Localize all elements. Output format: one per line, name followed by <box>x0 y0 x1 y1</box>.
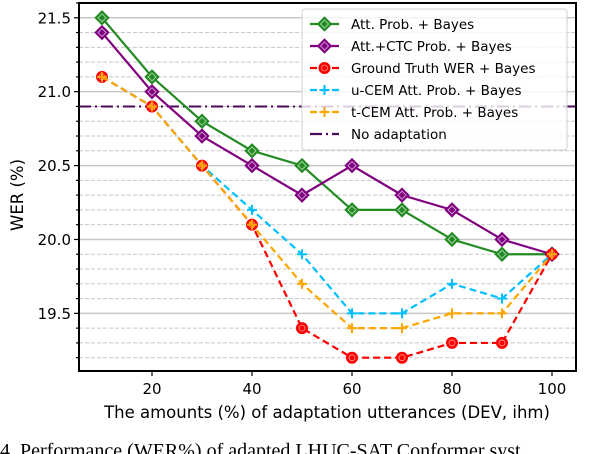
data-point-marker <box>244 157 260 174</box>
data-point-marker-inner <box>197 116 207 126</box>
legend-box <box>301 8 568 151</box>
data-point-marker-inner <box>347 161 357 171</box>
data-point-marker-inner <box>347 205 357 215</box>
series-line <box>101 31 553 256</box>
series-line <box>101 17 552 256</box>
series-line <box>101 75 553 359</box>
y-tick-label: 20.5 <box>38 157 71 175</box>
legend-label: u-CEM Att. Prob. + Bayes <box>351 83 522 99</box>
data-point-marker-inner <box>448 339 456 347</box>
legend-label: No adaptation <box>351 127 447 143</box>
data-point-marker-inner <box>498 339 506 347</box>
x-tick-label: 100 <box>538 380 567 398</box>
x-tick-label: 80 <box>442 380 461 398</box>
x-tick-label: 60 <box>342 380 361 398</box>
data-point-marker-inner <box>397 190 407 200</box>
data-point-marker <box>444 202 460 218</box>
data-point-marker <box>394 187 410 203</box>
x-tick-label: 40 <box>242 380 261 398</box>
data-point-marker-inner <box>247 161 257 171</box>
legend-label: Ground Truth WER + Bayes <box>351 61 535 77</box>
data-point-marker <box>494 231 510 248</box>
legend-item: Ground Truth WER + Bayes <box>310 61 535 77</box>
data-point-marker-inner <box>247 146 257 156</box>
data-point-marker <box>194 128 210 144</box>
x-axis-label: The amounts (%) of adaptation utterances… <box>103 403 550 422</box>
legend-marker-inner <box>319 19 330 29</box>
legend: Att. Prob. + Bayes Att.+CTC Prob. + Bayes… <box>301 8 568 151</box>
legend-item: No adaptation <box>310 127 447 143</box>
wer-line-chart: 20 40 60 80 100 19.5 20.0 20.5 21.0 21.5 The amo… <box>8 2 577 422</box>
data-point-marker <box>194 113 210 129</box>
data-point-marker-inner <box>397 205 407 215</box>
data-point-marker <box>444 231 460 248</box>
y-tick-label: 21.0 <box>38 83 71 101</box>
legend-label: Att. Prob. + Bayes <box>351 17 474 33</box>
series-line <box>101 75 553 330</box>
y-tick-label: 19.5 <box>38 305 71 323</box>
data-point-marker <box>344 202 360 218</box>
series-att-prob-bayes <box>94 10 560 262</box>
data-point-marker-inner <box>497 234 507 245</box>
y-axis-ticks: 19.5 20.0 20.5 21.0 21.5 <box>38 9 71 323</box>
y-axis-label: WER (%) <box>8 159 27 231</box>
legend-label: Att.+CTC Prob. + Bayes <box>351 39 512 55</box>
data-point-marker <box>144 69 160 85</box>
data-point-marker <box>94 24 110 41</box>
data-point-marker <box>294 187 310 203</box>
y-tick-label: 20.0 <box>38 231 71 249</box>
data-point-marker-inner <box>97 27 107 38</box>
legend-label: t-CEM Att. Prob. + Bayes <box>351 105 518 121</box>
data-point-marker-inner <box>147 87 157 97</box>
plot-frame <box>78 2 577 372</box>
data-point-marker-inner <box>97 13 107 23</box>
series-t-cem-att-prob-bayes <box>97 71 557 334</box>
legend-marker <box>316 38 333 54</box>
data-point-marker <box>394 202 410 218</box>
series-group <box>94 10 560 364</box>
legend-marker-inner <box>319 41 330 51</box>
legend-marker <box>316 16 333 32</box>
x-axis-ticks: 20 40 60 80 100 <box>142 371 566 398</box>
data-point-marker-inner <box>497 249 507 259</box>
legend-item: t-CEM Att. Prob. + Bayes <box>310 105 518 121</box>
data-point-marker <box>446 336 458 349</box>
data-point-marker-inner <box>197 131 207 141</box>
figure-caption: 4. Performance (WER%) of adapted LHUC-SA… <box>0 440 521 454</box>
legend-item: Att.+CTC Prob. + Bayes <box>310 38 512 55</box>
y-tick-label: 21.5 <box>38 9 71 27</box>
data-point-marker <box>396 351 408 364</box>
data-point-marker-inner <box>147 72 157 82</box>
data-point-marker-inner <box>447 234 457 245</box>
data-point-marker-inner <box>348 354 356 362</box>
data-point-marker <box>494 246 510 262</box>
data-point-marker <box>244 143 260 159</box>
data-point-marker-inner <box>297 161 307 171</box>
legend-marker <box>318 62 331 74</box>
data-point-marker <box>496 336 508 349</box>
legend-item: u-CEM Att. Prob. + Bayes <box>310 83 522 99</box>
data-point-marker-inner <box>298 324 306 332</box>
legend-item: Att. Prob. + Bayes <box>310 16 474 33</box>
data-point-marker-inner <box>447 205 457 215</box>
data-point-marker <box>346 351 358 364</box>
data-point-marker <box>144 83 160 100</box>
data-point-marker-inner <box>398 354 406 362</box>
data-point-marker-inner <box>297 190 307 200</box>
series-att-ctc-prob-bayes <box>94 24 560 262</box>
data-point-marker <box>344 157 360 174</box>
data-point-marker <box>296 322 308 335</box>
data-point-marker <box>294 157 310 174</box>
x-tick-label: 20 <box>142 380 161 398</box>
data-point-marker <box>94 10 110 26</box>
legend-marker-inner <box>321 64 328 72</box>
